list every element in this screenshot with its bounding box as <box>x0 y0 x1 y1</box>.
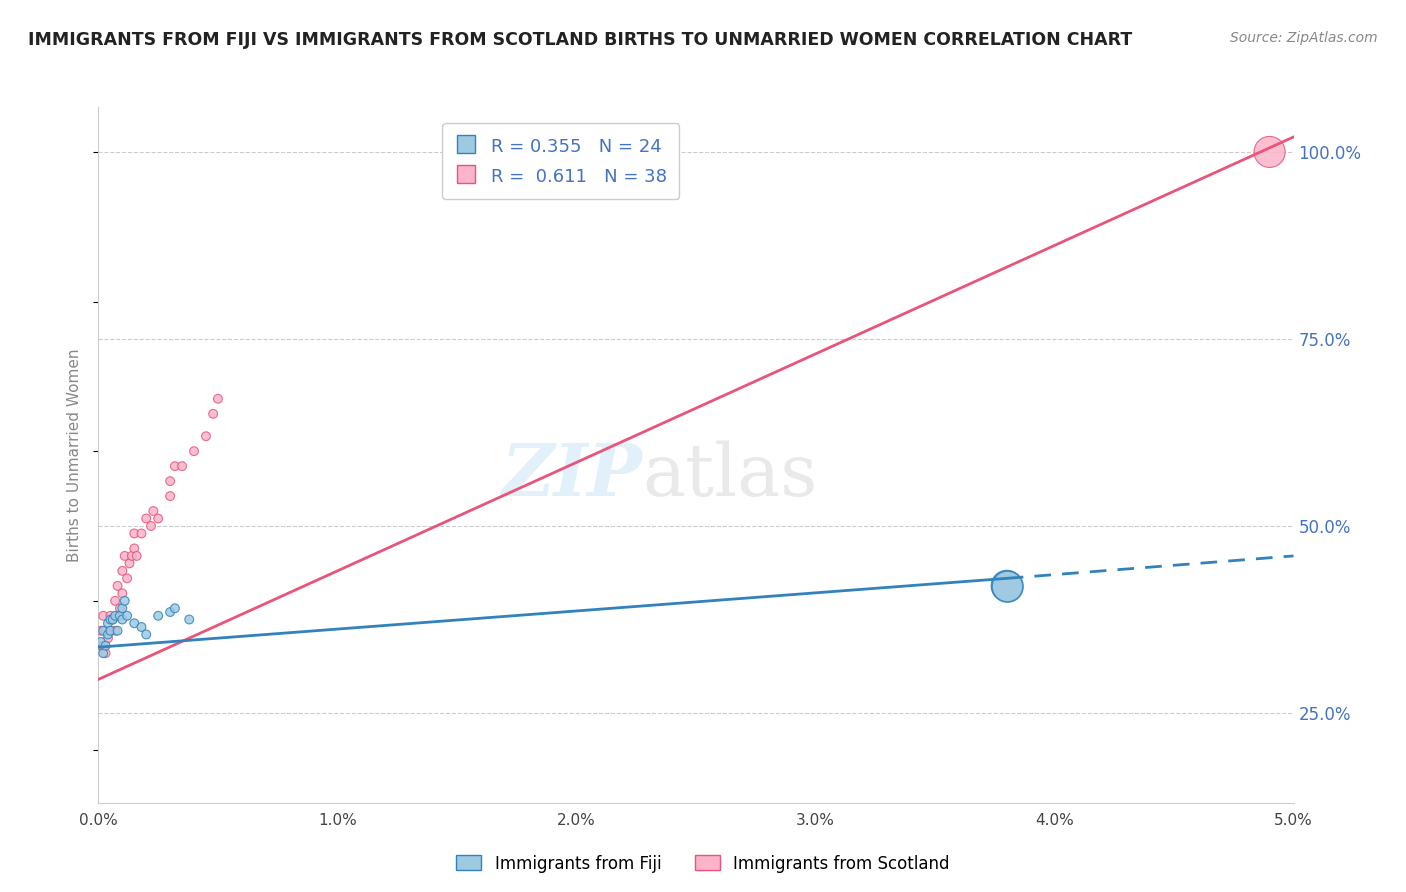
Point <box>124 541 146 556</box>
Point <box>124 526 146 541</box>
Text: IMMIGRANTS FROM FIJI VS IMMIGRANTS FROM SCOTLAND BIRTHS TO UNMARRIED WOMEN CORRE: IMMIGRANTS FROM FIJI VS IMMIGRANTS FROM … <box>28 31 1132 49</box>
Point <box>139 519 162 533</box>
Point <box>159 489 181 503</box>
Legend: R = 0.355   N = 24, R =  0.611   N = 38: R = 0.355 N = 24, R = 0.611 N = 38 <box>441 123 679 199</box>
Point <box>131 620 153 634</box>
Point <box>108 601 131 615</box>
Point <box>104 608 127 623</box>
Point <box>104 594 127 608</box>
Point <box>97 631 120 645</box>
Point <box>148 511 170 525</box>
Point <box>94 624 117 638</box>
Point <box>114 549 136 563</box>
Point <box>163 601 186 615</box>
Point <box>94 639 117 653</box>
Point <box>107 579 129 593</box>
Y-axis label: Births to Unmarried Women: Births to Unmarried Women <box>67 348 83 562</box>
Point <box>90 635 112 649</box>
Point <box>995 579 1018 593</box>
Point <box>183 444 205 458</box>
Point <box>111 601 134 615</box>
Point <box>101 613 124 627</box>
Point <box>135 511 157 525</box>
Point <box>195 429 218 443</box>
Point <box>101 613 124 627</box>
Point <box>100 613 122 627</box>
Legend: Immigrants from Fiji, Immigrants from Scotland: Immigrants from Fiji, Immigrants from Sc… <box>450 848 956 880</box>
Point <box>125 549 148 563</box>
Text: atlas: atlas <box>643 441 817 511</box>
Point <box>104 624 127 638</box>
Point <box>107 624 129 638</box>
Point <box>118 557 141 571</box>
Point <box>91 624 114 638</box>
Point <box>111 613 134 627</box>
Point <box>90 624 112 638</box>
Point <box>114 594 136 608</box>
Point <box>100 624 122 638</box>
Point <box>1258 145 1281 159</box>
Point <box>91 639 114 653</box>
Point <box>91 608 114 623</box>
Point <box>172 459 194 474</box>
Point <box>121 549 143 563</box>
Point <box>97 627 120 641</box>
Point <box>131 526 153 541</box>
Point <box>94 646 117 660</box>
Point <box>91 646 114 660</box>
Point <box>111 586 134 600</box>
Point <box>100 624 122 638</box>
Point <box>100 608 122 623</box>
Point <box>124 616 146 631</box>
Point <box>202 407 225 421</box>
Point <box>135 627 157 641</box>
Point <box>90 639 112 653</box>
Point <box>179 613 201 627</box>
Point <box>159 474 181 488</box>
Point <box>115 608 138 623</box>
Point <box>107 608 129 623</box>
Point <box>207 392 229 406</box>
Point <box>995 579 1018 593</box>
Text: Source: ZipAtlas.com: Source: ZipAtlas.com <box>1230 31 1378 45</box>
Point <box>163 459 186 474</box>
Text: ZIP: ZIP <box>502 441 643 511</box>
Point <box>148 608 170 623</box>
Point <box>97 616 120 631</box>
Point <box>108 608 131 623</box>
Point <box>159 605 181 619</box>
Point <box>115 571 138 585</box>
Point <box>142 504 165 518</box>
Point <box>111 564 134 578</box>
